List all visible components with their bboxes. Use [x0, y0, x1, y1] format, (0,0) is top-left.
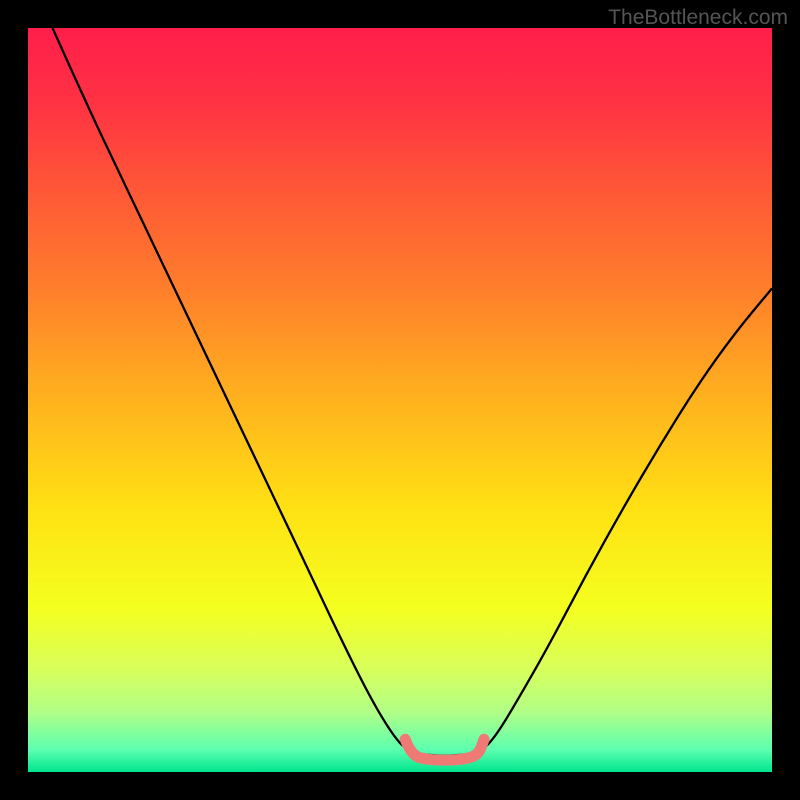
chart-container [28, 28, 772, 772]
gradient-background [28, 28, 772, 772]
bottleneck-curve-chart [28, 28, 772, 772]
watermark-text: TheBottleneck.com [608, 6, 788, 30]
